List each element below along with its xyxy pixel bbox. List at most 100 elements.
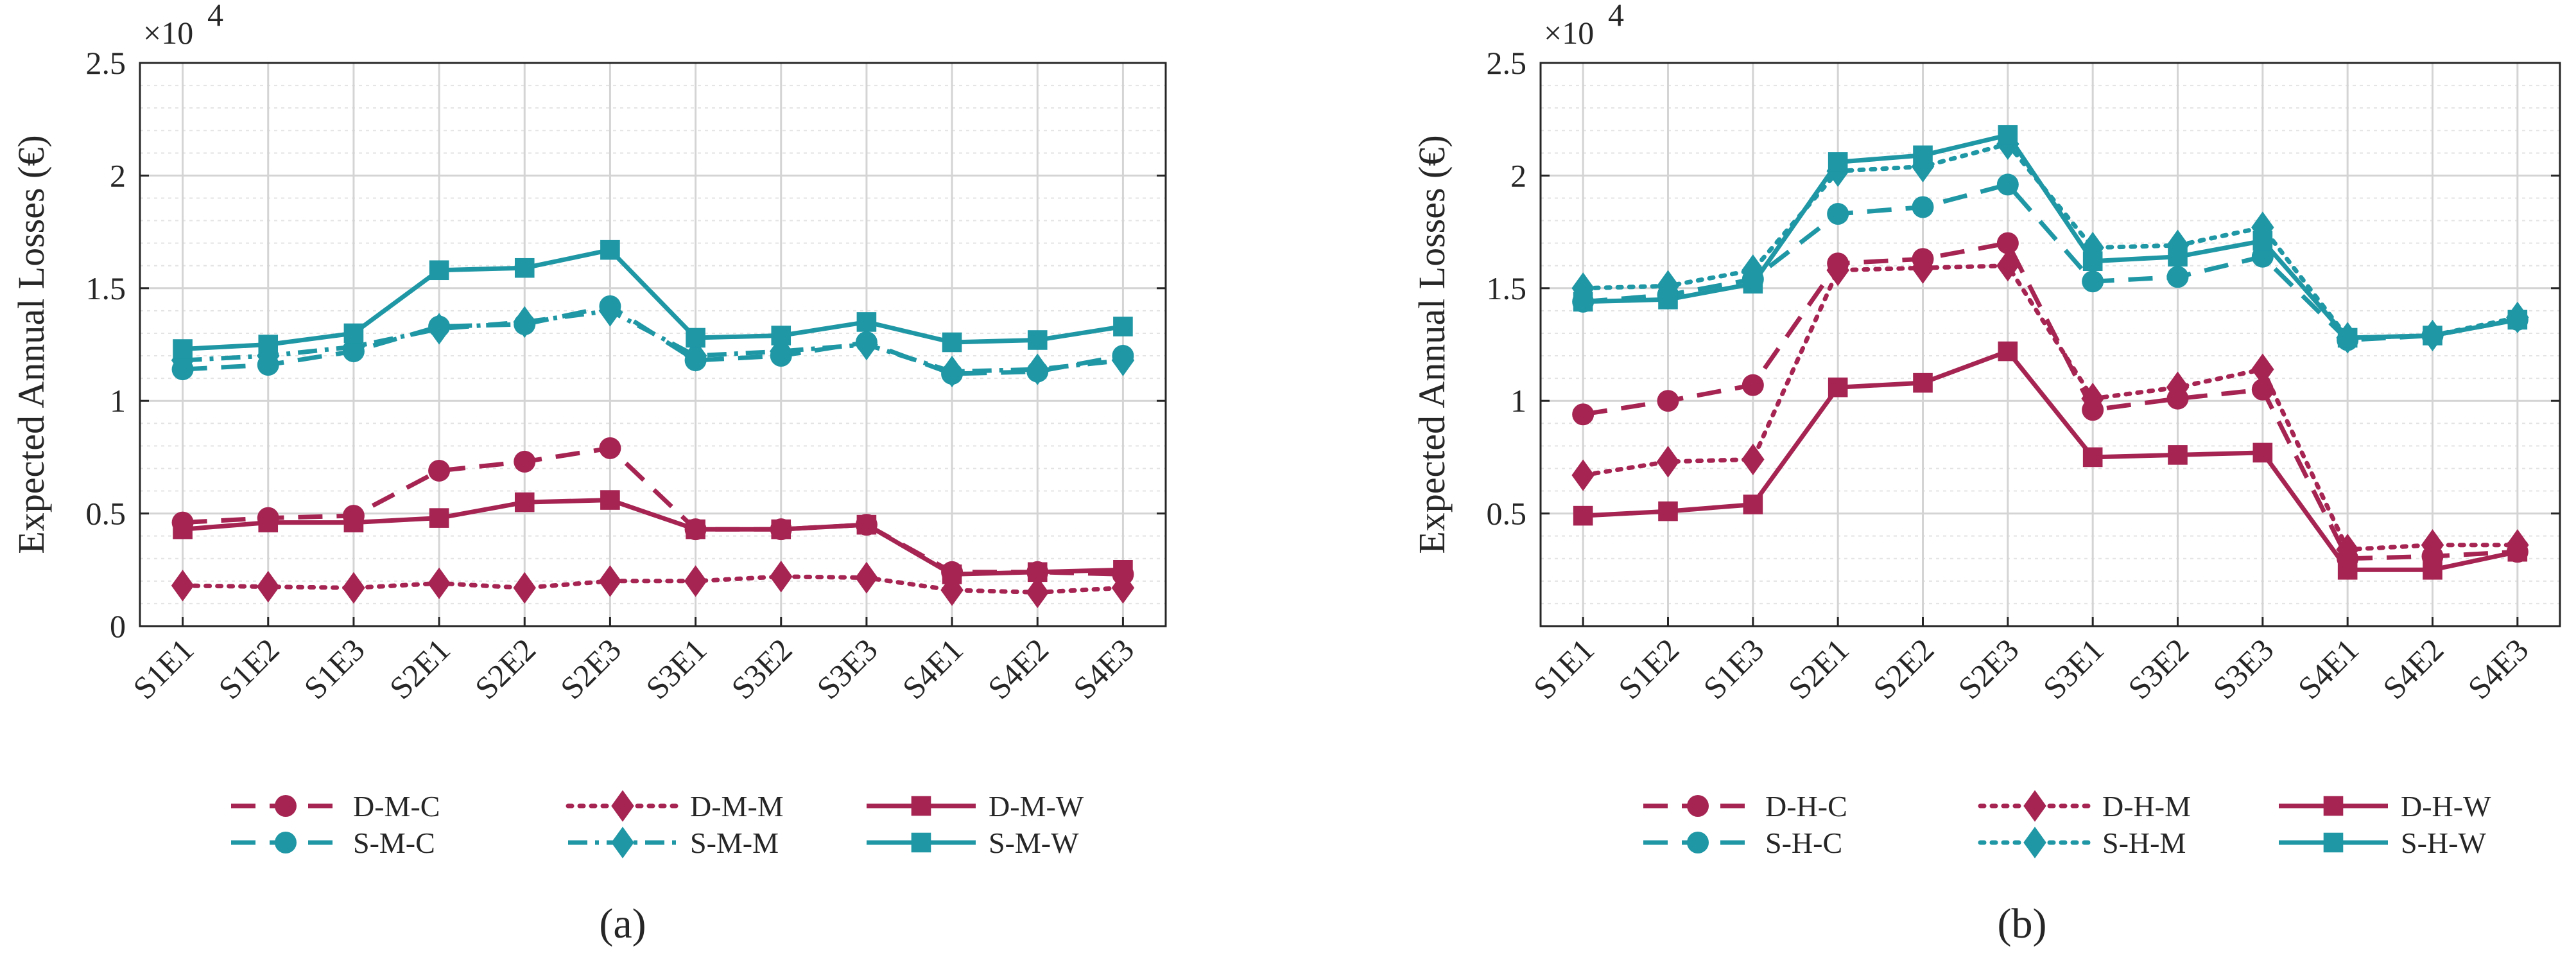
data-point-D-M-W — [856, 514, 877, 535]
data-point-D-H-C — [1996, 232, 2019, 254]
data-point-S-H-C — [1996, 173, 2019, 196]
data-point-D-H-C — [1742, 374, 1764, 396]
data-point-S-H-W — [1743, 274, 1763, 294]
data-point-D-M-M — [684, 565, 707, 597]
data-point-D-M-W — [942, 564, 962, 584]
data-point-D-H-M — [2336, 534, 2359, 566]
data-point-D-H-W — [1913, 372, 1933, 393]
legend-label-S-H-M: S-H-M — [2102, 826, 2186, 859]
data-point-D-M-W — [514, 492, 535, 512]
data-point-D-M-W — [429, 508, 449, 528]
data-point-S-M-M — [1026, 353, 1049, 385]
legend-label-S-M-C: S-M-C — [353, 826, 435, 859]
data-point-S-M-W — [514, 258, 535, 278]
data-point-S-M-M — [1111, 344, 1135, 376]
y-tick-label: 1.5 — [86, 270, 126, 306]
plot-area-frame — [139, 62, 1167, 627]
data-point-D-M-M — [257, 570, 280, 603]
data-point-S-H-W — [2252, 231, 2273, 251]
y-axis-label: Expected Annual Losses (€) — [1411, 135, 1453, 554]
data-point-D-H-C — [1657, 390, 1679, 412]
data-point-S-M-W — [173, 339, 193, 359]
data-point-S-M-W — [942, 332, 962, 353]
data-point-D-H-W — [2423, 560, 2442, 580]
series-line-D-M-W — [182, 498, 1123, 577]
series-line-D-H-C — [1582, 241, 2518, 561]
data-point-S-M-W — [1027, 330, 1048, 350]
data-point-D-M-M — [171, 570, 194, 602]
series-line-D-M-C — [182, 446, 1123, 577]
plot-area-frame — [1539, 62, 2561, 627]
data-point-S-H-W — [2337, 328, 2358, 348]
data-point-D-H-M — [1911, 252, 1935, 284]
data-point-D-M-W — [343, 512, 364, 532]
data-point-D-M-M — [428, 567, 451, 599]
data-point-S-H-W — [1998, 125, 2018, 145]
data-point-D-H-M — [1742, 443, 1765, 476]
legend-marker-D-H-C — [1687, 795, 1709, 817]
legend-label-D-H-C: D-H-C — [1765, 790, 1847, 823]
data-point-S-M-M — [940, 355, 964, 388]
data-point-S-M-W — [856, 312, 877, 332]
figure-caption: (a) — [599, 900, 646, 947]
legend-marker-S-H-C — [1687, 832, 1709, 853]
data-point-S-M-W — [686, 328, 705, 348]
legend-marker-S-H-M — [2023, 826, 2046, 859]
data-point-D-M-C — [599, 437, 621, 459]
data-point-D-M-W — [258, 512, 279, 532]
series-line-D-H-M — [1580, 263, 2520, 552]
data-point-D-H-M — [1656, 446, 1680, 478]
data-point-S-M-W — [771, 326, 791, 345]
data-point-D-H-M — [1996, 250, 2019, 282]
data-point-D-H-W — [1998, 341, 2018, 362]
data-point-D-M-M — [1026, 576, 1049, 609]
figure-caption: (b) — [1998, 900, 2047, 947]
data-point-D-M-C — [428, 459, 451, 482]
y-tick-label: 2.5 — [86, 45, 126, 81]
data-point-D-M-W — [771, 519, 791, 539]
legend-marker-D-M-M — [611, 790, 634, 822]
legend-label-S-H-W: S-H-W — [2401, 826, 2486, 859]
data-point-D-H-M — [2081, 383, 2104, 415]
series-line-D-H-W — [1583, 349, 2518, 572]
y-tick-label: 0.5 — [1487, 496, 1527, 532]
data-point-S-H-W — [1658, 290, 1678, 310]
data-point-S-H-C — [2166, 266, 2189, 288]
data-point-D-M-M — [855, 561, 878, 594]
data-point-D-M-M — [1111, 572, 1135, 604]
data-point-D-H-W — [2252, 442, 2273, 463]
data-point-D-H-W — [1828, 377, 1848, 398]
y-tick-label: 2 — [1510, 157, 1526, 193]
data-point-S-H-C — [1827, 203, 1849, 225]
data-point-S-H-C — [1912, 196, 1934, 218]
data-point-S-M-W — [1113, 317, 1133, 337]
legend-marker-D-M-C — [275, 795, 297, 817]
legend-marker-S-M-W — [911, 832, 931, 853]
series-line-S-M-W — [182, 247, 1123, 351]
data-point-S-M-W — [343, 323, 364, 344]
data-point-D-H-M — [1571, 459, 1595, 491]
data-point-D-H-C — [1572, 403, 1595, 426]
legend-label-S-H-C: S-H-C — [1765, 826, 1842, 859]
series-line-D-M-M — [180, 574, 1125, 595]
series-line-S-M-M — [182, 308, 1123, 374]
data-point-S-M-W — [600, 240, 620, 260]
data-point-D-H-W — [2168, 445, 2188, 465]
data-point-D-M-W — [1027, 562, 1048, 582]
data-point-D-H-W — [2082, 447, 2103, 468]
axis-exponent: ×10 — [143, 15, 193, 51]
legend-label-D-H-M: D-H-M — [2102, 790, 2191, 823]
data-point-S-H-W — [1828, 152, 1848, 172]
legend-label-D-M-M: D-M-M — [690, 790, 784, 823]
data-point-S-H-W — [2168, 247, 2188, 267]
data-point-D-M-W — [686, 519, 705, 539]
legend-marker-D-H-M — [2023, 790, 2046, 822]
data-point-D-M-M — [770, 561, 793, 593]
data-point-D-M-W — [1113, 560, 1133, 580]
axis-exponent: ×10 — [1544, 15, 1594, 51]
data-point-D-H-W — [2337, 560, 2358, 580]
data-point-D-H-W — [1743, 494, 1763, 514]
